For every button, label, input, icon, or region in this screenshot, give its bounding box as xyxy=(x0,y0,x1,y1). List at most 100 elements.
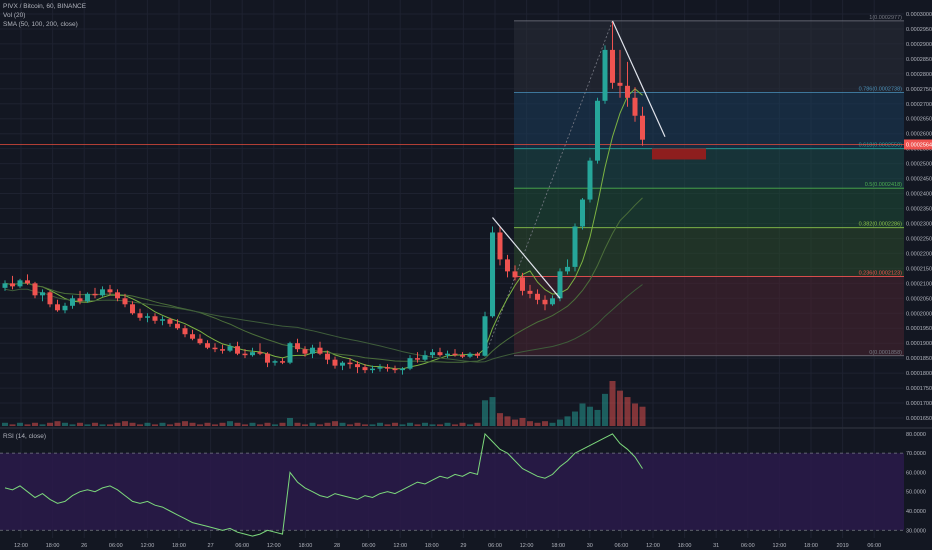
candle-body xyxy=(137,313,143,318)
price-tick-label: 0.0002150 xyxy=(906,266,932,272)
candle-body xyxy=(482,316,488,356)
price-tick-label: 0.0001650 xyxy=(906,416,932,422)
fib-label: 0.786(0.0002738) xyxy=(859,86,903,92)
candle-body xyxy=(302,349,308,354)
fib-label: 0.5(0.0002418) xyxy=(865,182,902,188)
volume-bar xyxy=(167,424,173,426)
time-tick-label: 06:00 xyxy=(109,543,123,549)
candle-body xyxy=(400,368,405,371)
volume-bar xyxy=(467,424,473,426)
candle-body xyxy=(295,343,300,350)
price-tick-label: 0.0002050 xyxy=(906,296,932,302)
price-tick-label: 0.0002400 xyxy=(906,192,932,198)
time-tick-label: 06:00 xyxy=(741,543,755,549)
candle-body xyxy=(625,85,630,98)
volume-bar xyxy=(17,422,23,426)
candle-body xyxy=(160,319,165,321)
fib-zone xyxy=(514,92,904,149)
volume-bar xyxy=(144,422,151,426)
time-tick-label: 06:00 xyxy=(867,543,881,549)
volume-bar xyxy=(242,424,248,426)
candle-body xyxy=(100,289,105,296)
volume-bar xyxy=(362,424,368,426)
time-tick-label: 29 xyxy=(460,543,466,549)
volume-bar xyxy=(137,424,143,426)
volume-bar xyxy=(602,393,608,426)
price-tick-label: 0.0001950 xyxy=(906,326,932,332)
volume-bar xyxy=(377,422,383,426)
candle-body xyxy=(355,364,360,368)
volume-bar xyxy=(579,403,586,426)
candle-body xyxy=(2,283,8,288)
candle-body xyxy=(235,346,240,354)
time-tick-label: 06:00 xyxy=(615,543,629,549)
candle-body xyxy=(17,280,23,287)
volume-bar xyxy=(609,381,616,426)
volume-bar xyxy=(407,422,413,426)
volume-bar xyxy=(24,424,31,426)
volume-bar xyxy=(32,422,38,426)
candle-body xyxy=(460,355,465,357)
volume-bar xyxy=(99,424,106,426)
volume-bar xyxy=(47,422,53,426)
volume-bar xyxy=(62,422,68,426)
fib-zone xyxy=(514,148,904,189)
volume-bar xyxy=(317,424,323,426)
candle-body xyxy=(437,352,443,356)
candle-body xyxy=(257,352,263,354)
volume-bar xyxy=(392,422,398,426)
candle-body xyxy=(122,298,128,305)
price-tick-label: 0.0002650 xyxy=(906,117,932,123)
volume-bar xyxy=(452,424,458,426)
volume-bar xyxy=(437,424,443,426)
volume-bar xyxy=(197,424,203,426)
candle-body xyxy=(62,305,68,311)
candle-body xyxy=(175,323,180,329)
time-tick-label: 18:00 xyxy=(172,543,186,549)
candle-body xyxy=(385,367,390,369)
price-tick-label: 0.0002800 xyxy=(906,72,932,78)
candle-body xyxy=(572,226,578,267)
volume-bar xyxy=(594,409,601,426)
candle-body xyxy=(415,358,420,360)
candle-body xyxy=(55,304,60,311)
price-tick-label: 0.0002950 xyxy=(906,27,932,33)
price-tick-label: 0.0002300 xyxy=(906,221,932,227)
rsi-tick-label: 60.0000 xyxy=(906,470,926,476)
candle-body xyxy=(340,362,345,366)
rsi-tick-label: 50.0000 xyxy=(906,490,926,496)
fib-zone xyxy=(514,276,904,356)
volume-bar xyxy=(564,416,571,426)
candle-body xyxy=(47,292,53,305)
volume-bar xyxy=(219,422,226,426)
target-box xyxy=(652,148,706,160)
time-tick-label: 12:00 xyxy=(393,543,407,549)
price-tick-label: 0.0002100 xyxy=(906,281,932,287)
volume-bar xyxy=(249,422,256,426)
volume-bar xyxy=(549,422,556,426)
volume-bar xyxy=(54,421,61,426)
price-tick-label: 0.0001900 xyxy=(906,341,932,347)
volume-bar xyxy=(129,422,136,426)
candle-body xyxy=(227,346,233,351)
candle-body xyxy=(145,316,150,318)
volume-bar xyxy=(9,424,16,426)
price-tick-label: 0.0002500 xyxy=(906,162,932,168)
candle-body xyxy=(557,271,563,299)
volume-bar xyxy=(152,424,158,426)
volume-bar xyxy=(489,397,496,426)
price-tick-label: 0.0003000 xyxy=(906,12,932,18)
rsi-tick-label: 40.0000 xyxy=(906,509,926,515)
volume-bar xyxy=(227,421,233,426)
rsi-legend: RSI (14, close) xyxy=(3,433,46,440)
trend-line xyxy=(492,217,561,299)
volume-bar xyxy=(474,422,481,426)
time-tick-label: 12:00 xyxy=(773,543,787,549)
current-price-label: 0.0002564 xyxy=(906,142,932,148)
time-tick-label: 12:00 xyxy=(267,543,281,549)
volume-bar xyxy=(77,422,83,426)
fib-label: 1(0.0002977) xyxy=(869,15,902,21)
volume-bar xyxy=(632,403,638,426)
price-tick-label: 0.0001750 xyxy=(906,386,932,392)
